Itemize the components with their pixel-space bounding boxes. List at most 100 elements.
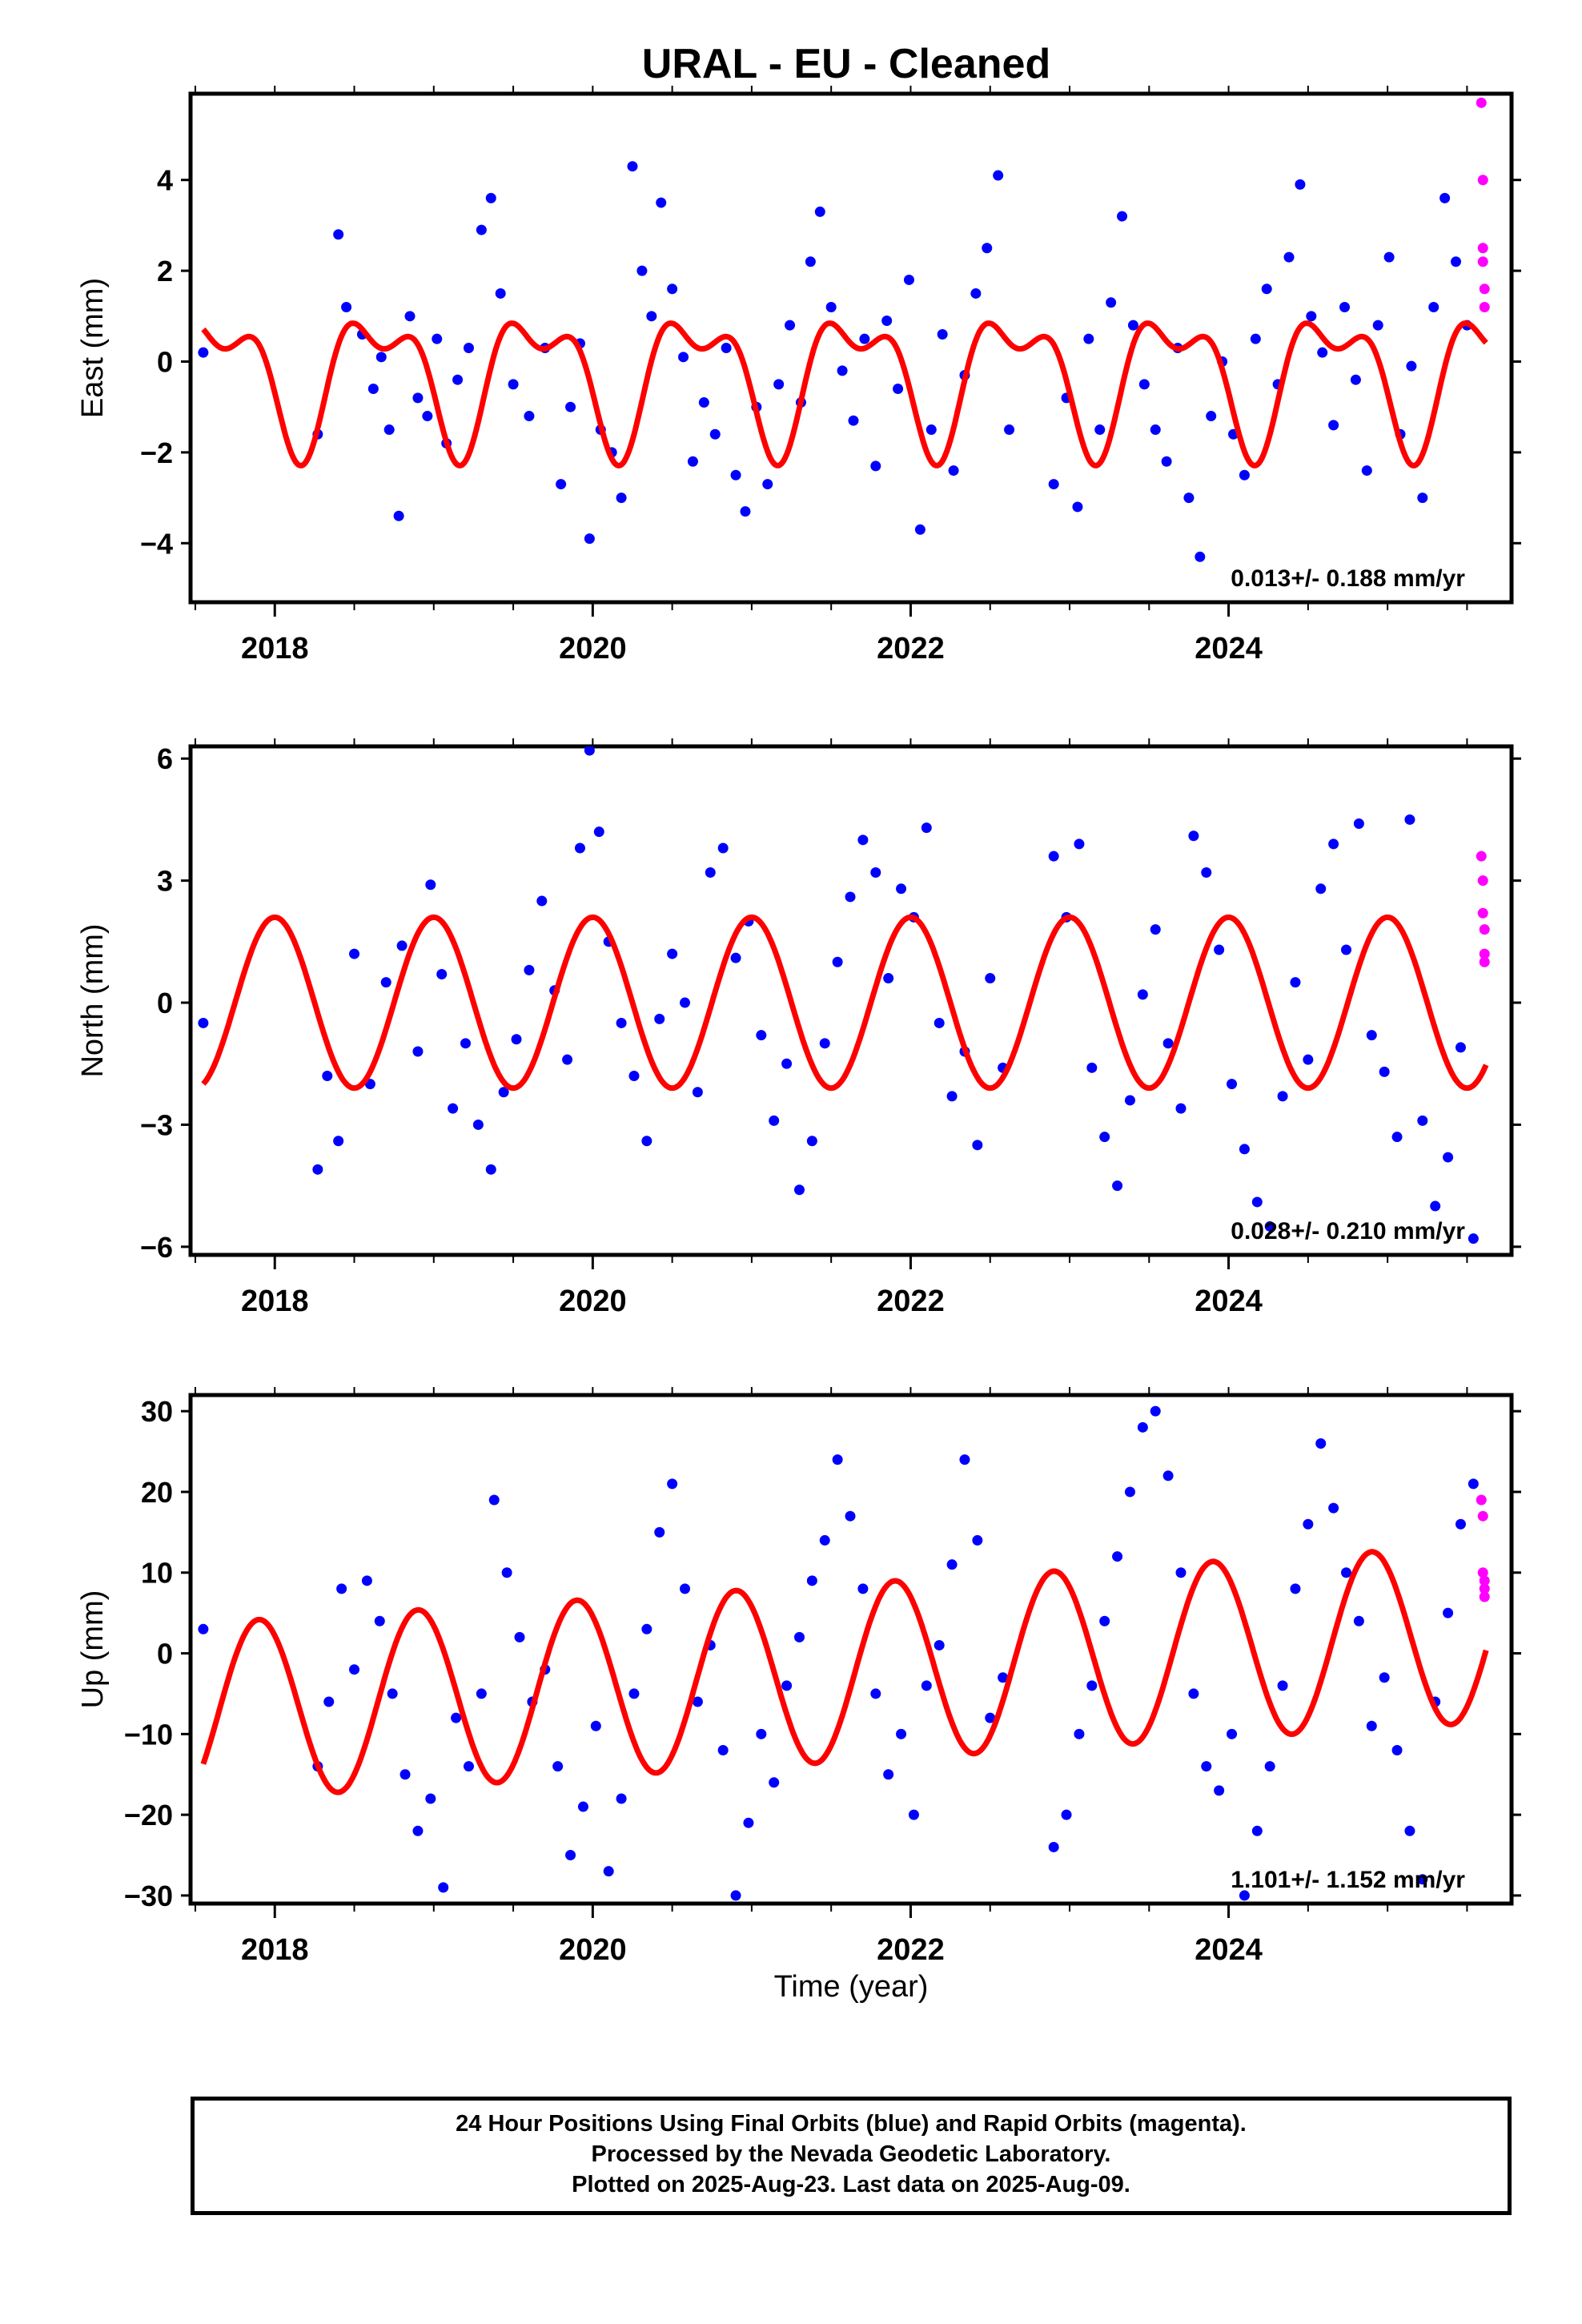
final-orbit-point <box>404 311 416 322</box>
final-orbit-point <box>425 879 436 891</box>
final-orbit-point <box>1048 850 1059 862</box>
final-orbit-point <box>705 866 716 878</box>
final-orbit-point <box>1150 924 1161 935</box>
final-orbit-point <box>627 161 638 172</box>
final-orbit-point <box>1150 1405 1161 1417</box>
final-orbit-point <box>654 1526 665 1538</box>
footer-processor-note: Processed by the Nevada Geodetic Laborat… <box>591 2141 1111 2167</box>
final-orbit-point <box>400 1769 411 1780</box>
final-orbit-point <box>1227 1079 1238 1090</box>
final-orbit-point <box>785 320 796 331</box>
final-orbit-point <box>1250 333 1261 344</box>
final-orbit-point <box>1086 1062 1098 1073</box>
north-plot-frame <box>188 744 1514 1257</box>
final-orbit-point <box>970 287 982 299</box>
final-orbit-point <box>857 1583 869 1594</box>
final-orbit-point <box>485 192 496 203</box>
rapid-orbit-point <box>1479 301 1490 312</box>
final-orbit-point <box>845 891 856 903</box>
final-orbit-point <box>667 948 678 959</box>
x-tick-label: 2022 <box>877 1933 945 1967</box>
final-orbit-point <box>1439 192 1451 203</box>
final-orbit-point <box>730 1890 741 1901</box>
final-orbit-point <box>584 533 595 545</box>
final-orbit-point <box>1048 479 1059 490</box>
y-tick-label: −6 <box>140 1231 173 1264</box>
y-tick-label: −4 <box>140 527 173 560</box>
final-orbit-point <box>1404 814 1415 825</box>
x-tick-label: 2018 <box>241 632 309 665</box>
final-orbit-point <box>511 1034 522 1045</box>
final-orbit-point <box>667 1478 678 1490</box>
final-orbit-point <box>438 1882 449 1893</box>
final-orbit-point <box>948 465 959 476</box>
final-orbit-point <box>562 1054 573 1065</box>
final-orbit-point <box>322 1070 333 1081</box>
final-orbit-point <box>436 968 448 979</box>
final-orbit-point <box>412 1825 424 1836</box>
final-orbit-point <box>536 895 548 907</box>
east-velocity-annotation: 0.013+/- 0.188 mm/yr <box>1231 565 1465 592</box>
final-orbit-point <box>1315 1437 1327 1449</box>
final-orbit-point <box>773 379 785 390</box>
final-orbit-point <box>495 287 506 299</box>
final-orbit-point <box>959 1454 970 1466</box>
final-orbit-point <box>476 224 487 235</box>
up-data-layer <box>198 1405 1490 1901</box>
final-orbit-point <box>1124 1486 1135 1498</box>
final-orbit-point <box>1162 1470 1174 1482</box>
up-model-curve <box>200 1549 1489 1795</box>
final-orbit-point <box>1306 311 1317 322</box>
final-orbit-point <box>709 428 721 440</box>
north-y-axis-label: North (mm) <box>76 923 110 1077</box>
final-orbit-point <box>769 1115 780 1126</box>
final-orbit-point <box>1239 1890 1250 1901</box>
final-orbit-point <box>628 1688 640 1699</box>
final-orbit-point <box>1239 1144 1250 1155</box>
rapid-orbit-point <box>1479 1583 1490 1594</box>
final-orbit-point <box>448 1103 459 1114</box>
final-orbit-point <box>870 460 881 472</box>
final-orbit-point <box>1468 1233 1479 1244</box>
rapid-orbit-point <box>1476 97 1487 108</box>
final-orbit-point <box>636 265 648 276</box>
final-orbit-point <box>1251 1196 1263 1208</box>
final-orbit-point <box>998 1672 1009 1683</box>
final-orbit-point <box>848 415 859 426</box>
final-orbit-point <box>1214 944 1225 955</box>
final-orbit-point <box>1417 1115 1428 1126</box>
final-orbit-point <box>1404 1825 1415 1836</box>
final-orbit-point <box>832 1454 843 1466</box>
final-orbit-point <box>1162 1038 1174 1049</box>
rapid-orbit-point <box>1479 924 1490 935</box>
final-orbit-point <box>361 1575 372 1586</box>
final-orbit-point <box>1277 1091 1288 1102</box>
final-orbit-point <box>1315 883 1327 895</box>
final-orbit-point <box>1112 1180 1123 1192</box>
final-orbit-point <box>1417 493 1428 504</box>
final-orbit-point <box>393 510 404 521</box>
final-orbit-point <box>805 256 816 267</box>
final-orbit-point <box>769 1777 780 1788</box>
final-orbit-point <box>1451 256 1462 267</box>
final-orbit-point <box>680 997 691 1008</box>
final-orbit-point <box>463 1761 474 1772</box>
x-tick-label: 2022 <box>877 632 945 665</box>
final-orbit-point <box>452 374 464 385</box>
final-orbit-point <box>1124 1095 1135 1106</box>
final-orbit-point <box>1264 1761 1275 1772</box>
final-orbit-point <box>845 1510 856 1522</box>
rapid-orbit-point <box>1477 875 1488 887</box>
final-orbit-point <box>341 301 352 312</box>
y-tick-label: 6 <box>157 742 173 775</box>
final-orbit-point <box>721 343 732 353</box>
final-orbit-point <box>914 524 926 535</box>
final-orbit-point <box>1366 1720 1377 1731</box>
final-orbit-point <box>1201 866 1212 878</box>
final-orbit-point <box>498 1087 509 1098</box>
final-orbit-point <box>463 343 474 353</box>
final-orbit-point <box>1361 465 1372 476</box>
final-orbit-point <box>422 411 433 422</box>
y-tick-label: 0 <box>157 1638 173 1671</box>
final-orbit-point <box>1175 1567 1186 1578</box>
